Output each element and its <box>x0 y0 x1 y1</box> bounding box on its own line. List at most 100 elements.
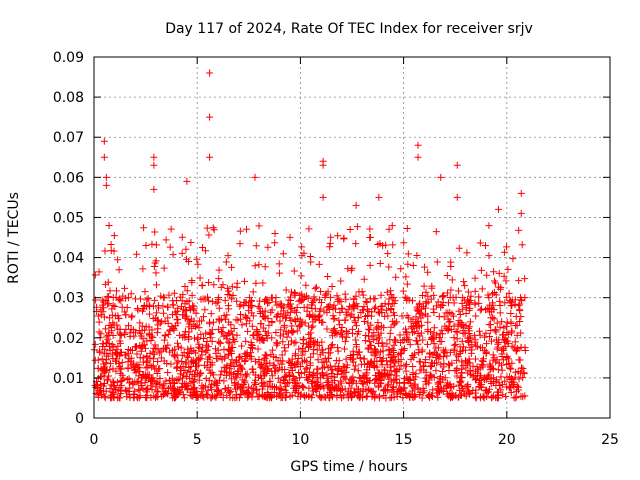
chart-title: Day 117 of 2024, Rate Of TEC Index for r… <box>165 21 533 37</box>
data-point <box>485 222 493 230</box>
data-point <box>129 326 137 334</box>
data-point <box>157 292 165 300</box>
data-point <box>307 258 315 266</box>
data-point <box>206 113 214 121</box>
data-point <box>297 272 305 280</box>
data-point <box>500 324 508 332</box>
data-point <box>422 298 430 306</box>
data-point <box>194 393 202 401</box>
data-point <box>138 374 146 382</box>
data-point <box>237 301 245 309</box>
data-point <box>502 392 510 400</box>
data-point <box>137 347 145 355</box>
data-point <box>378 302 386 310</box>
data-point <box>156 381 164 389</box>
data-point <box>220 312 228 320</box>
data-point <box>453 335 461 343</box>
x-tick-label: 25 <box>601 432 619 448</box>
data-point <box>178 384 186 392</box>
data-point <box>206 69 214 77</box>
data-point <box>276 378 284 386</box>
data-point <box>471 300 479 308</box>
data-point <box>356 354 364 362</box>
data-point <box>106 314 114 322</box>
data-point <box>154 357 162 365</box>
data-point <box>122 325 130 333</box>
data-point <box>450 334 458 342</box>
data-point <box>247 297 255 305</box>
data-point <box>334 344 342 352</box>
data-point <box>110 382 118 390</box>
data-point <box>259 308 267 316</box>
data-point <box>212 345 220 353</box>
data-point <box>102 367 110 375</box>
data-point <box>432 302 440 310</box>
data-point <box>268 367 276 375</box>
data-point <box>342 368 350 376</box>
data-point <box>424 340 432 348</box>
data-point <box>403 280 411 288</box>
data-point <box>106 385 114 393</box>
data-point <box>188 347 196 355</box>
data-point <box>472 375 480 383</box>
data-point <box>446 348 454 356</box>
data-point <box>145 310 153 318</box>
data-point <box>330 314 338 322</box>
data-point <box>416 332 424 340</box>
data-point <box>180 394 188 402</box>
data-point <box>97 330 105 338</box>
data-point <box>233 374 241 382</box>
data-point <box>107 360 115 368</box>
data-point <box>504 265 512 273</box>
data-point <box>170 394 178 402</box>
data-point <box>203 346 211 354</box>
data-point <box>147 336 155 344</box>
data-point <box>406 377 414 385</box>
data-point <box>457 369 465 377</box>
data-point <box>324 374 332 382</box>
data-point <box>352 336 360 344</box>
data-point <box>345 302 353 310</box>
data-point <box>349 347 357 355</box>
data-point <box>302 357 310 365</box>
data-point <box>427 363 435 371</box>
data-point <box>460 296 468 304</box>
data-point <box>390 311 398 319</box>
data-point <box>327 233 335 241</box>
data-point <box>517 209 525 217</box>
data-point <box>281 372 289 380</box>
data-point <box>242 370 250 378</box>
data-point <box>181 314 189 322</box>
data-point <box>187 238 195 246</box>
data-point <box>494 366 502 374</box>
data-point <box>385 225 393 233</box>
data-point <box>400 347 408 355</box>
data-point <box>397 362 405 370</box>
data-point <box>263 352 271 360</box>
data-point <box>205 376 213 384</box>
data-point <box>385 351 393 359</box>
data-point <box>452 392 460 400</box>
data-point <box>418 291 426 299</box>
data-point <box>168 374 176 382</box>
data-point <box>323 303 331 311</box>
data-point <box>94 364 102 372</box>
data-point <box>218 356 226 364</box>
data-point <box>465 327 473 335</box>
data-point <box>335 364 343 372</box>
data-point <box>328 341 336 349</box>
data-point <box>330 325 338 333</box>
data-point <box>219 394 227 402</box>
data-point <box>376 353 384 361</box>
data-point <box>372 349 380 357</box>
data-point <box>263 359 271 367</box>
data-point <box>370 329 378 337</box>
data-point <box>271 239 279 247</box>
data-point <box>475 327 483 335</box>
data-point <box>517 189 525 197</box>
data-point <box>451 367 459 375</box>
data-point <box>136 386 144 394</box>
data-point <box>319 369 327 377</box>
x-tick-label: 20 <box>498 432 516 448</box>
data-point <box>440 363 448 371</box>
